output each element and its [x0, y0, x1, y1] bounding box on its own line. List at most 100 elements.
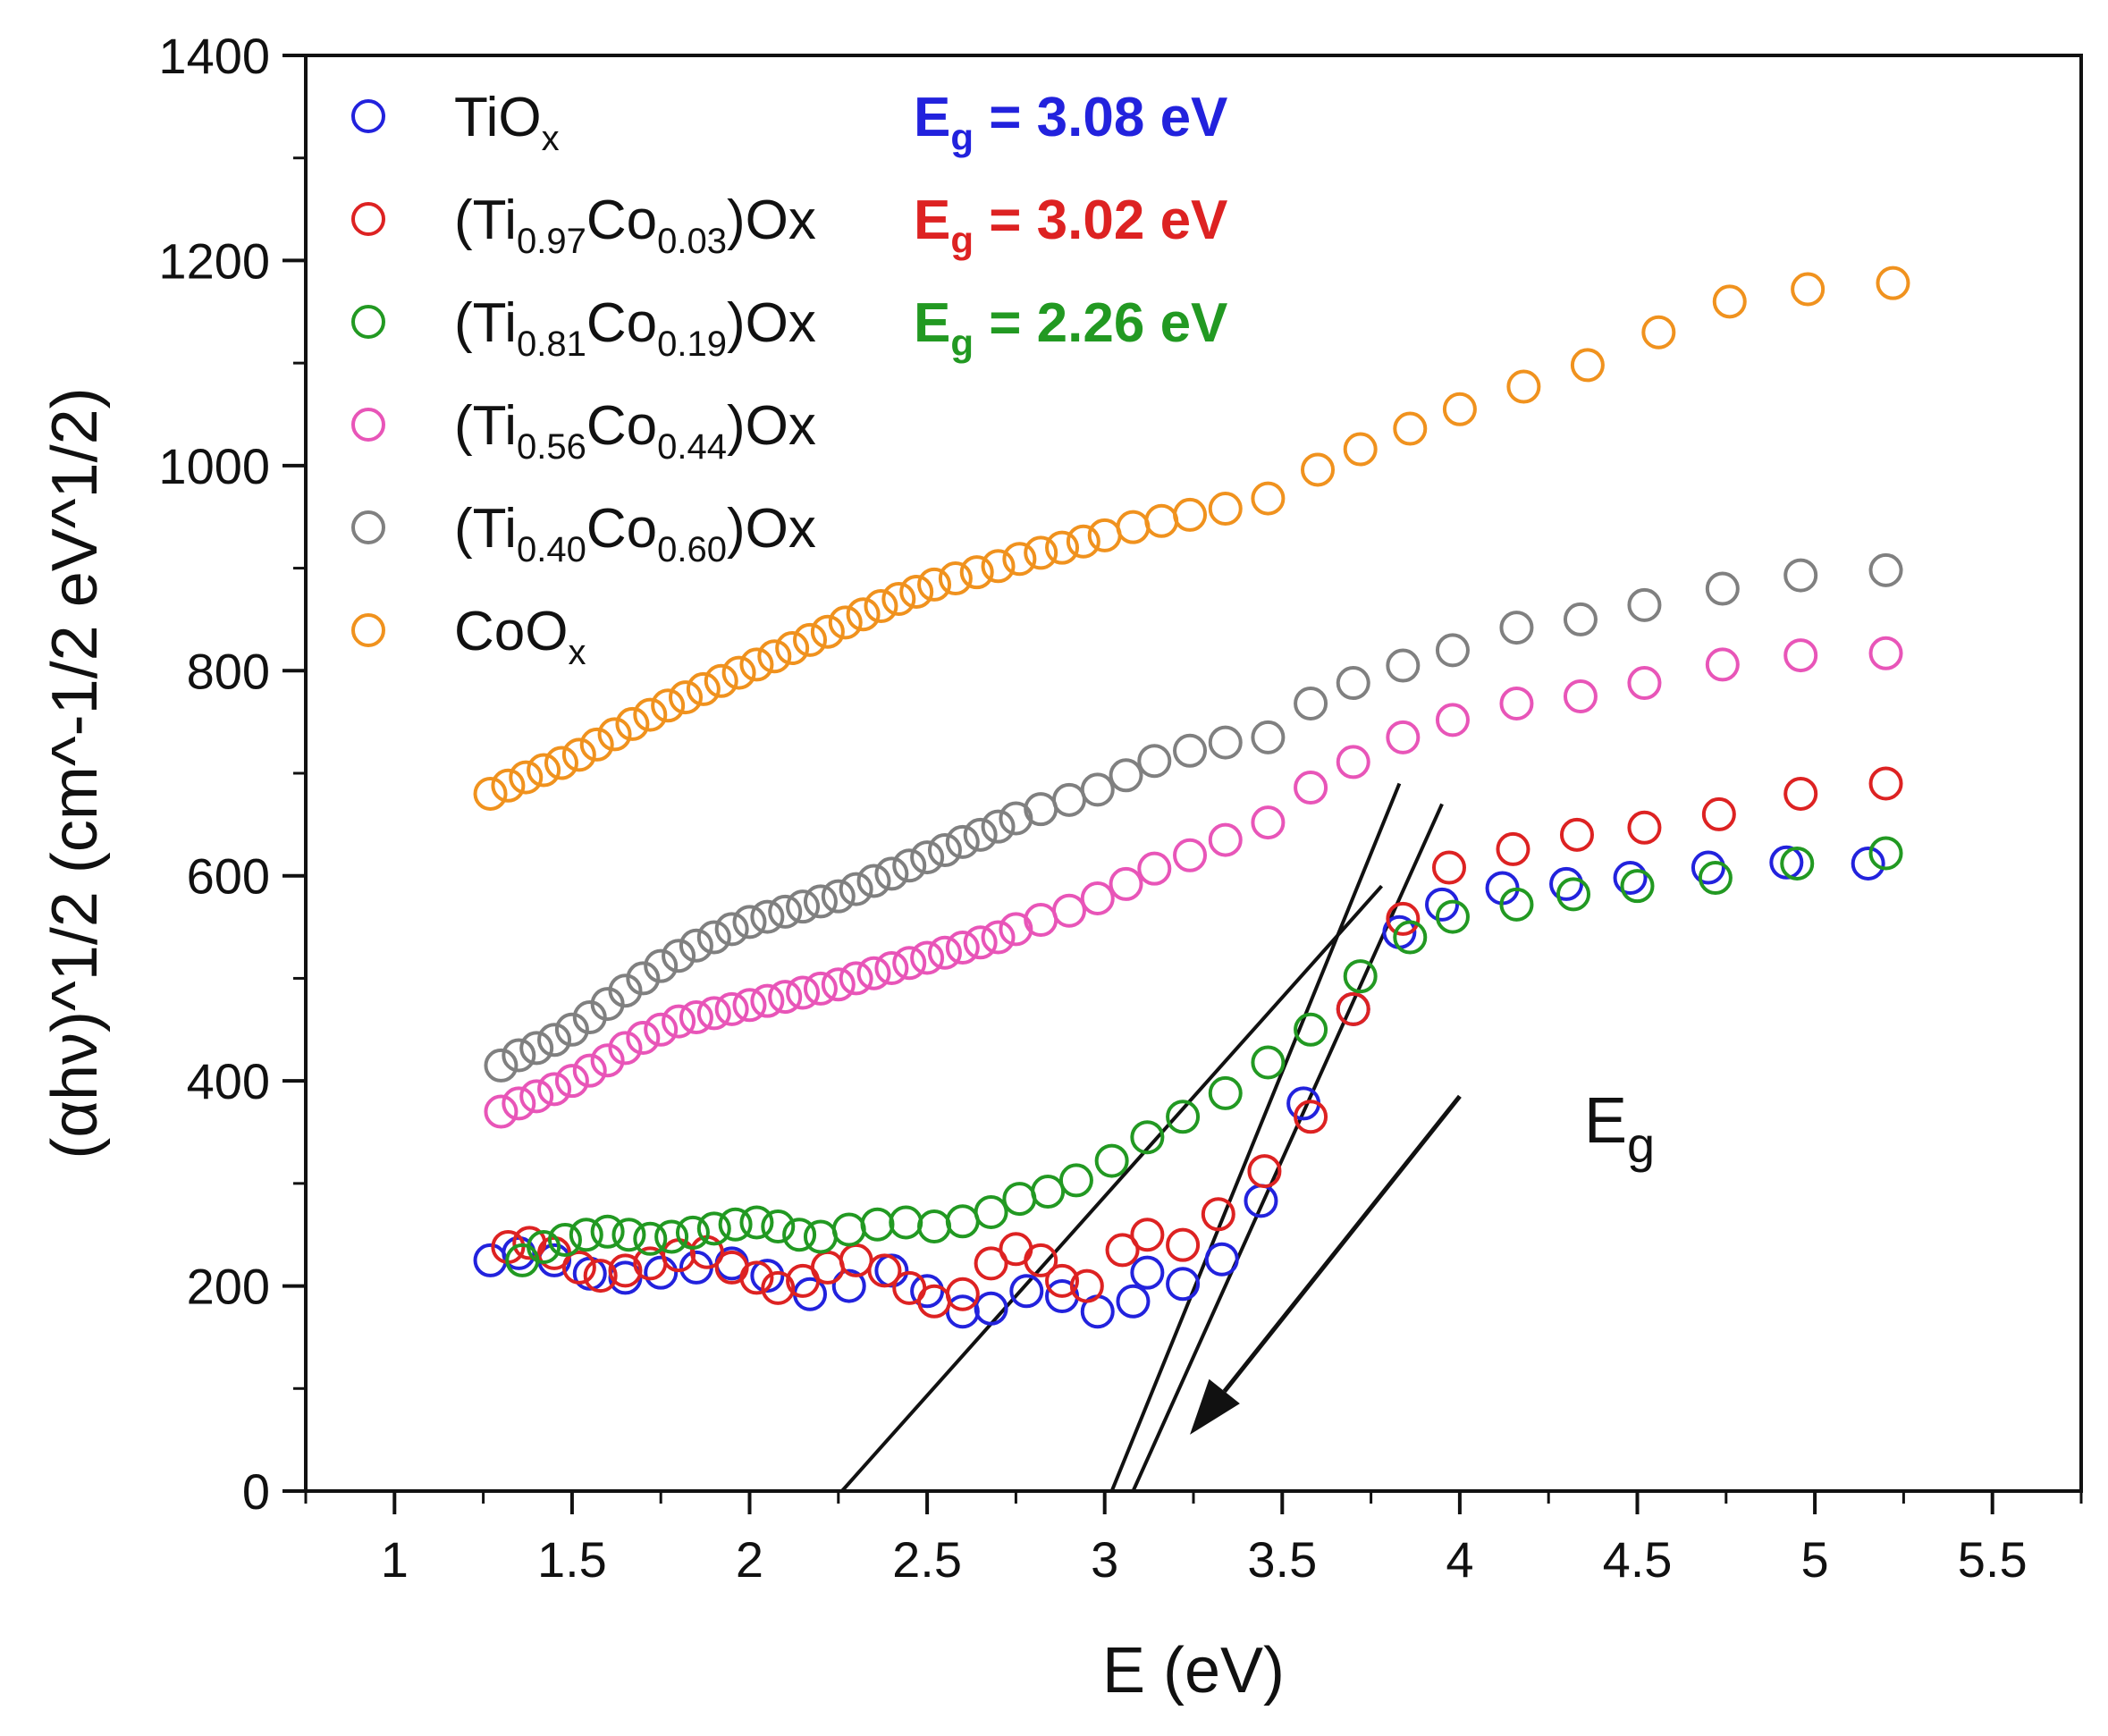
- data-point: [662, 1004, 696, 1039]
- legend-marker: [351, 99, 385, 133]
- x-tick-label: 1: [381, 1531, 409, 1588]
- data-point: [1109, 758, 1143, 793]
- data-point: [679, 928, 713, 963]
- data-point: [981, 549, 1016, 584]
- data-point: [590, 1214, 625, 1249]
- data-point: [1173, 497, 1208, 532]
- data-point: [793, 622, 828, 657]
- data-point: [750, 899, 785, 934]
- data-point: [974, 1291, 1008, 1326]
- series-group: [473, 845, 1885, 1329]
- x-tick-label: 1.5: [537, 1531, 607, 1588]
- data-point: [981, 920, 1016, 955]
- legend-label: (Ti0.56Co0.44)Ox: [454, 395, 816, 467]
- data-point: [1343, 432, 1378, 467]
- data-point: [1783, 638, 1818, 673]
- y-tick-label: 200: [187, 1259, 270, 1315]
- data-point: [1173, 838, 1208, 872]
- y-tick-label: 800: [187, 643, 270, 699]
- data-point: [1641, 315, 1676, 350]
- data-point: [1876, 265, 1910, 300]
- data-point: [1173, 733, 1208, 768]
- data-point: [1435, 633, 1470, 668]
- x-tick-label: 4.5: [1603, 1531, 1673, 1588]
- data-point: [1393, 411, 1428, 446]
- data-point: [1386, 901, 1421, 936]
- data-point: [537, 1072, 572, 1107]
- legend-marker: [351, 613, 385, 647]
- data-point: [519, 1031, 554, 1066]
- data-point: [881, 581, 916, 616]
- data-point: [917, 567, 952, 602]
- data-point: [821, 967, 856, 1002]
- data-point: [999, 801, 1033, 836]
- data-point: [1137, 744, 1172, 779]
- y-tick-label: 400: [187, 1053, 270, 1109]
- data-point: [569, 1218, 603, 1252]
- data-point: [554, 1064, 589, 1099]
- series-group: [505, 836, 1903, 1277]
- legend-label: (Ti0.81Co0.19)Ox: [454, 292, 816, 364]
- data-point: [1613, 861, 1648, 896]
- data-point: [654, 1219, 689, 1254]
- data-point: [1563, 602, 1598, 636]
- legend-marker: [351, 305, 385, 339]
- data-point: [1087, 518, 1122, 552]
- data-point: [714, 912, 749, 947]
- data-point: [1116, 1284, 1151, 1319]
- data-point: [1069, 1268, 1104, 1303]
- data-point: [1109, 866, 1143, 901]
- data-point: [1559, 817, 1594, 852]
- data-point: [1002, 1182, 1037, 1217]
- tangent-line: [1109, 782, 1402, 1492]
- data-point: [675, 1215, 710, 1250]
- data-point: [1247, 1154, 1282, 1189]
- x-tick-label: 2.5: [892, 1531, 962, 1588]
- data-point: [974, 1246, 1008, 1281]
- y-tick-label: 1200: [158, 232, 270, 289]
- data-point: [704, 663, 738, 698]
- data-point: [626, 1020, 661, 1055]
- data-point: [572, 1053, 607, 1088]
- data-point: [974, 1194, 1008, 1229]
- data-point: [1208, 725, 1243, 760]
- data-point: [1301, 452, 1336, 487]
- data-point: [1166, 1267, 1201, 1302]
- data-point: [1002, 542, 1037, 577]
- data-point: [732, 905, 767, 940]
- data-point: [1294, 1012, 1328, 1047]
- data-point: [959, 555, 994, 590]
- data-point: [1868, 836, 1903, 871]
- data-point: [945, 824, 980, 859]
- legend-marker: [351, 510, 385, 544]
- tangent-line: [840, 884, 1384, 1493]
- data-point: [1783, 776, 1818, 811]
- data-point: [1627, 587, 1662, 622]
- data-point: [1556, 877, 1591, 912]
- x-tick-label: 3.5: [1247, 1531, 1317, 1588]
- data-point: [821, 879, 856, 914]
- legend-label: CoOx: [454, 601, 586, 672]
- data-point: [1251, 805, 1286, 840]
- data-point: [509, 760, 544, 795]
- data-point: [484, 1048, 519, 1083]
- data-point: [1627, 810, 1662, 845]
- data-point: [608, 1031, 643, 1066]
- data-point: [1294, 686, 1328, 721]
- data-point: [981, 809, 1016, 844]
- data-point: [608, 1253, 643, 1288]
- data-point: [786, 975, 821, 1010]
- data-point: [1116, 510, 1151, 544]
- data-point: [945, 1204, 980, 1239]
- data-point: [1051, 893, 1086, 928]
- data-point: [662, 939, 696, 973]
- data-point: [696, 1211, 731, 1246]
- data-point: [927, 935, 962, 970]
- data-point: [537, 1023, 572, 1058]
- data-point: [1868, 552, 1903, 587]
- data-point: [810, 614, 845, 649]
- data-point: [1499, 611, 1534, 645]
- data-point: [1705, 571, 1740, 606]
- data-point: [554, 1012, 589, 1047]
- data-point: [860, 1207, 895, 1242]
